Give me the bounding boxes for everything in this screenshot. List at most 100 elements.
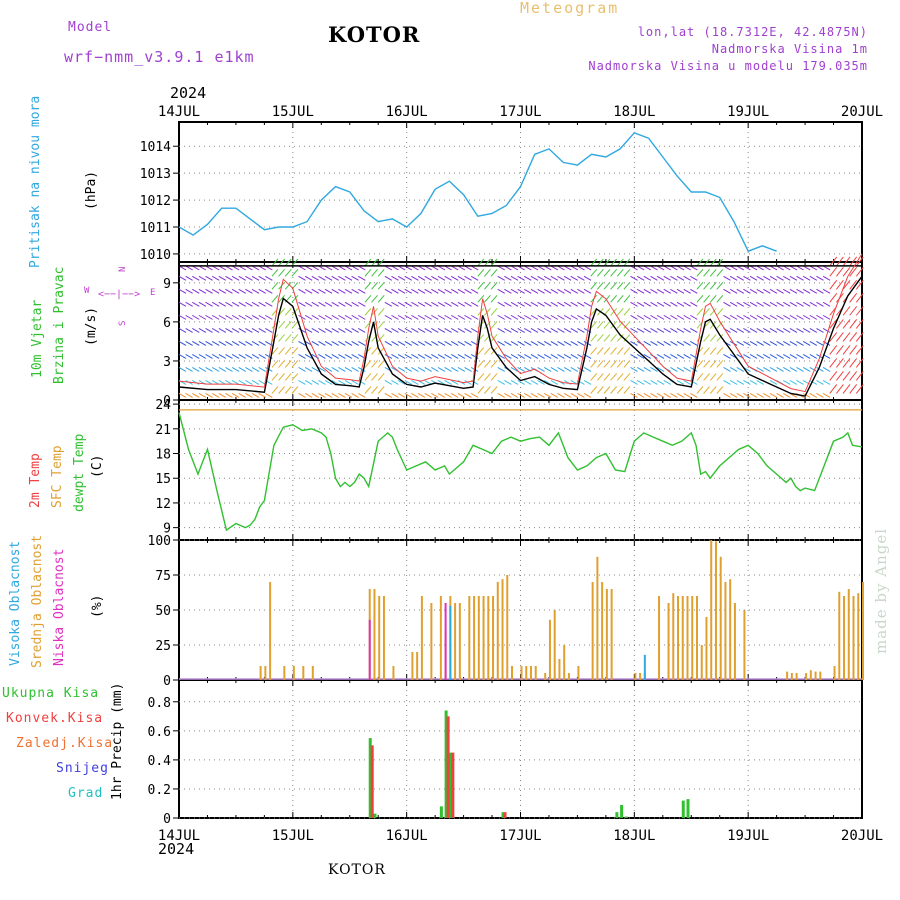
ytick-label: 9	[163, 277, 171, 292]
wind-barb	[364, 282, 372, 290]
wind-barb	[616, 268, 624, 277]
time-label: 19JUL	[727, 828, 769, 844]
wind-barb	[231, 367, 240, 372]
wind-barb	[623, 386, 631, 394]
wind-barb	[490, 321, 498, 329]
precip-bar	[449, 752, 453, 818]
wind-barb	[630, 340, 638, 346]
wind-barb	[763, 288, 771, 294]
cloud-bar	[501, 579, 504, 680]
wind-barb	[371, 360, 378, 368]
precip-bar	[451, 752, 455, 818]
wind-barb	[563, 301, 572, 307]
wind-barb	[404, 353, 413, 359]
cloud-bar	[382, 596, 385, 680]
wind-barb	[265, 393, 273, 398]
wind-barb	[291, 386, 299, 394]
wind-barb	[603, 295, 611, 303]
wind-barb	[484, 258, 491, 267]
wind-barb	[265, 275, 273, 281]
wind-barb	[829, 384, 838, 394]
wind-barb	[470, 393, 479, 398]
wind-barb	[245, 288, 253, 294]
wind-barb	[842, 358, 851, 368]
wind-barb	[291, 360, 299, 368]
wind-barb	[603, 268, 611, 277]
wind-barb	[816, 380, 824, 385]
wind-barb	[404, 340, 413, 346]
wind-barb	[490, 282, 498, 290]
wind-barb	[550, 288, 559, 294]
wind-barb	[590, 321, 598, 329]
wind-barb	[258, 353, 266, 359]
wind-barb	[404, 301, 413, 307]
wind-barb	[517, 340, 525, 346]
model-name: wrf−nmm_v3.9.1 e1km	[64, 48, 255, 66]
wind-barb	[855, 319, 864, 329]
wind-barb	[603, 321, 611, 329]
wind-barb	[683, 275, 691, 281]
wind-barb	[211, 275, 220, 281]
wind-barb	[630, 288, 638, 294]
wind-barb	[411, 327, 419, 333]
wind-barb	[816, 327, 824, 333]
wind-barb	[311, 288, 320, 294]
wind-barb	[563, 340, 572, 346]
ytick-label: 1012	[140, 194, 171, 209]
wind-barb	[543, 314, 552, 320]
altitude-text: Nadmorska Visina 1m	[711, 42, 868, 56]
wind-barb	[650, 367, 658, 372]
wind-barb	[304, 393, 313, 398]
wind-barb	[537, 288, 545, 294]
cloud-bar	[719, 556, 722, 680]
wind-barb	[703, 282, 710, 290]
wind-barb	[417, 327, 426, 333]
wind-barb	[709, 347, 717, 355]
wind-barb	[829, 358, 838, 368]
wind-barb	[417, 288, 426, 294]
wind-barb	[211, 327, 220, 333]
wind-barb	[431, 288, 439, 294]
wind-barb	[802, 314, 811, 320]
wind-barb	[364, 268, 372, 277]
wind-barb	[198, 275, 207, 281]
cloud-bar	[705, 617, 708, 680]
cloud-bar	[430, 603, 433, 680]
wind-barb	[192, 301, 200, 307]
cloud-bar	[605, 589, 608, 680]
wind-barb	[185, 340, 193, 346]
wind-barb	[769, 314, 778, 320]
wind-barb	[716, 282, 724, 290]
wind-barb	[311, 275, 320, 281]
wind-barb	[324, 275, 333, 281]
wind-barb	[763, 367, 771, 372]
wind-barb	[855, 345, 864, 355]
wind-barb	[344, 340, 353, 346]
wind-barb	[809, 327, 818, 333]
cloud-bar	[596, 556, 599, 680]
wind-barb	[683, 314, 691, 320]
cloud-bar	[373, 589, 376, 680]
wind-barb	[324, 380, 333, 385]
wind-barb	[543, 367, 552, 372]
wind-barb	[663, 380, 671, 385]
wind-barb	[603, 386, 611, 394]
wind-barb	[424, 367, 432, 372]
wind-barb	[377, 282, 385, 290]
wind-barb	[284, 282, 292, 290]
cloud-bar	[487, 596, 490, 680]
wind-barb	[364, 258, 372, 267]
wind-barb	[570, 301, 579, 307]
wind-barb	[616, 321, 624, 329]
wind-barb	[537, 301, 545, 307]
wind-barb	[470, 275, 479, 281]
wind-barb	[577, 314, 585, 320]
wind-barb	[457, 301, 466, 307]
cloud-bar	[658, 596, 661, 680]
wind-barb	[663, 314, 671, 320]
wind-barb	[802, 288, 811, 294]
wind-barb	[683, 393, 691, 398]
ytick-label: 24	[155, 398, 171, 413]
wind-barb	[331, 314, 339, 320]
wind-barb	[384, 353, 393, 359]
